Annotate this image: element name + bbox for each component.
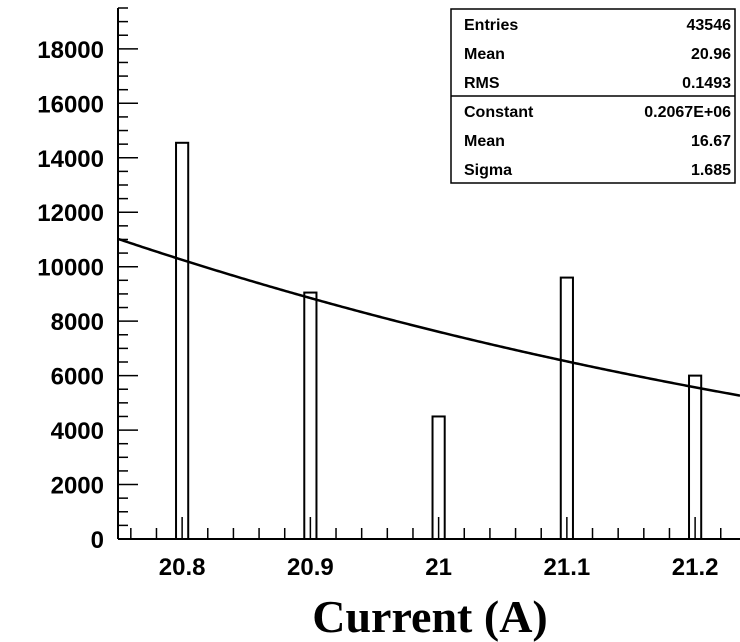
x-tick-label: 20.9 (287, 554, 334, 581)
y-tick-label: 18000 (37, 37, 104, 64)
bar-3 (559, 276, 574, 540)
bar-1 (303, 291, 318, 540)
stats-box: Entries 43546 Mean 20.96 RMS 0.1493 Constant 0.… (450, 8, 736, 184)
bar-0 (175, 141, 190, 541)
y-tick-label: 10000 (37, 255, 104, 282)
y-tick-label: 0 (91, 527, 104, 554)
x-tick-label: 21.2 (672, 554, 719, 581)
axes-layer: 0 2000 4000 6000 8000 10000 12000 14000 16000 180… (37, 7, 740, 581)
stats-value: 0.1493 (682, 75, 731, 92)
stats-label: Sigma (464, 162, 512, 179)
stats-value: 16.67 (691, 133, 731, 150)
stats-value: 20.96 (691, 46, 731, 63)
x-tick-label: 21 (425, 554, 452, 581)
y-tick-label: 4000 (51, 418, 104, 445)
y-tick-label: 12000 (37, 200, 104, 227)
stats-label: Mean (464, 46, 505, 63)
bar-4 (688, 374, 703, 540)
x-tick-label: 21.1 (544, 554, 591, 581)
stats-value: 43546 (687, 17, 732, 34)
y-tick-label: 16000 (37, 91, 104, 118)
y-tick-label: 8000 (51, 309, 104, 336)
stats-label: Mean (464, 133, 505, 150)
y-tick-label: 6000 (51, 364, 104, 391)
stats-value: 0.2067E+06 (644, 104, 731, 121)
x-axis-title: Current (A) (312, 591, 547, 642)
stats-label: RMS (464, 75, 500, 92)
stats-value: 1.685 (691, 162, 731, 179)
fit-curve (117, 237, 740, 397)
bars-layer (175, 141, 703, 541)
y-tick-label: 2000 (51, 473, 104, 500)
stats-label: Constant (464, 104, 534, 121)
y-tick-label: 14000 (37, 146, 104, 173)
x-tick-label: 20.8 (159, 554, 206, 581)
stats-label: Entries (464, 17, 518, 34)
